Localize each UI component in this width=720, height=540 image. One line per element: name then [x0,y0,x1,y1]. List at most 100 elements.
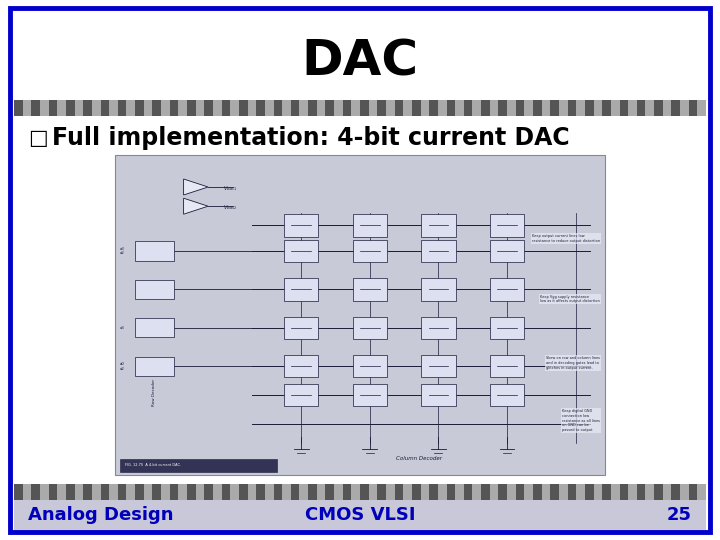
Bar [353,240,387,262]
Bar [284,214,318,237]
Bar [490,214,524,237]
Bar [31,100,40,116]
Bar [353,278,387,301]
Bar [308,100,317,116]
Bar [161,100,170,116]
Bar [127,484,135,500]
Text: DAC: DAC [302,38,418,86]
Bar [377,100,386,116]
Bar [698,100,706,116]
Bar [127,100,135,116]
Bar [689,100,698,116]
Bar [628,100,636,116]
Bar [421,240,456,262]
Bar [135,356,174,376]
Bar [284,316,318,339]
Bar [619,484,628,500]
Bar [282,100,291,116]
Bar [92,100,101,116]
Bar [386,484,395,500]
Bar [619,100,628,116]
Bar [353,384,387,406]
Bar [481,100,490,116]
Bar [498,484,507,500]
Text: □: □ [28,128,48,148]
Text: FIG. 12.75  A 4-bit current DAC.: FIG. 12.75 A 4-bit current DAC. [125,463,181,468]
Bar [49,484,58,500]
Text: $V_{bias1}$: $V_{bias1}$ [222,184,237,193]
Bar [284,278,318,301]
Text: Full implementation: 4-bit current DAC: Full implementation: 4-bit current DAC [52,126,570,150]
Bar [274,484,282,500]
Bar [58,484,66,500]
Bar [645,484,654,500]
Bar [308,484,317,500]
Bar [343,484,351,500]
Text: Keep digital GND
connection low
resistance as all lines
on GND can be
passed to : Keep digital GND connection low resistan… [562,409,600,432]
Bar [118,100,127,116]
Bar [284,355,318,377]
Bar [490,384,524,406]
Bar [464,100,472,116]
Bar [698,484,706,500]
Bar [636,484,645,500]
Bar [49,100,58,116]
Bar [222,100,230,116]
Bar [317,484,325,500]
Bar [222,484,230,500]
Bar [353,214,387,237]
Bar [611,484,619,500]
Bar [403,484,412,500]
Bar [412,484,420,500]
Bar [40,100,49,116]
Bar [420,100,429,116]
Bar [602,100,611,116]
Bar [636,100,645,116]
Bar [256,100,265,116]
Bar [421,278,456,301]
Bar [429,484,438,500]
Text: Skew on row and column lines
and in decoding gates lead to
glitches in output cu: Skew on row and column lines and in deco… [546,356,600,369]
Bar [585,484,593,500]
Bar [541,484,550,500]
Bar [248,484,256,500]
Bar [153,484,161,500]
Bar [429,100,438,116]
Bar [472,100,481,116]
Bar [325,100,334,116]
Bar [196,484,204,500]
Bar [14,500,706,530]
Bar [455,100,464,116]
Bar [533,484,541,500]
Bar [58,100,66,116]
Bar [455,484,464,500]
Bar [135,318,174,338]
Bar [187,484,196,500]
Bar [135,100,144,116]
Bar [654,484,662,500]
Bar [628,484,636,500]
Bar [481,484,490,500]
Bar [84,100,92,116]
Bar [230,100,239,116]
Text: a3
a2: a3 a2 [120,247,125,255]
Bar [66,484,75,500]
Bar [421,355,456,377]
Bar [671,100,680,116]
Bar [490,484,498,500]
Bar [559,100,567,116]
Bar [248,100,256,116]
Bar [507,100,516,116]
Bar [109,100,118,116]
Bar [135,484,144,500]
Bar [446,484,455,500]
Bar [438,484,446,500]
Bar [671,484,680,500]
Bar [446,100,455,116]
Bar [550,100,559,116]
Bar [256,484,265,500]
Bar [593,484,602,500]
Bar [567,100,576,116]
Bar [498,100,507,116]
Bar [265,100,274,116]
